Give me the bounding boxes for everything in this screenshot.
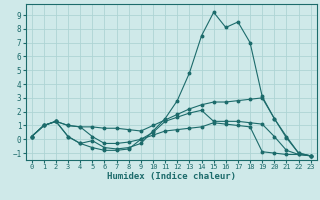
X-axis label: Humidex (Indice chaleur): Humidex (Indice chaleur): [107, 172, 236, 181]
